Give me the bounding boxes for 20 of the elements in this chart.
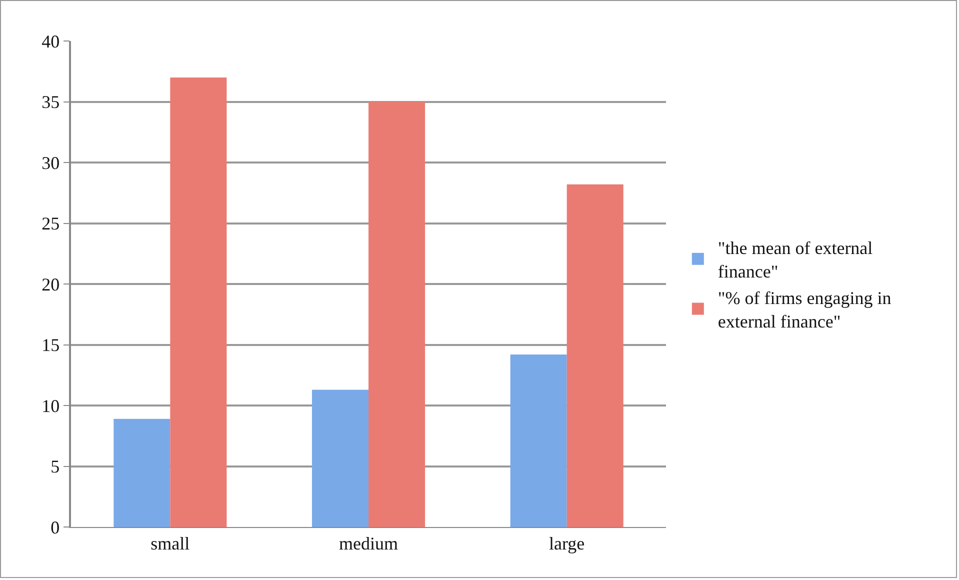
y-tick-label: 40 [42, 31, 60, 52]
y-tick-label: 30 [42, 152, 60, 173]
y-tick-label: 15 [42, 335, 60, 356]
legend-label: "% of firms engaging in external finance" [718, 288, 892, 332]
x-tick-label: large [549, 534, 585, 554]
bar [114, 418, 170, 527]
bar [368, 102, 426, 527]
y-tick-label: 10 [42, 396, 60, 416]
x-tick-label: medium [339, 534, 398, 554]
bar [312, 390, 368, 527]
y-tick-label: 0 [50, 517, 60, 538]
bar [566, 184, 624, 527]
y-tick-label: 5 [50, 456, 60, 477]
y-tick-label: 25 [42, 214, 60, 234]
x-tick-label: small [150, 534, 190, 554]
y-tick-label: 20 [42, 274, 60, 294]
bar [170, 77, 227, 527]
legend-label: "the mean of external finance" [718, 238, 873, 282]
y-tick-label: 35 [42, 92, 60, 112]
bar [510, 354, 567, 527]
